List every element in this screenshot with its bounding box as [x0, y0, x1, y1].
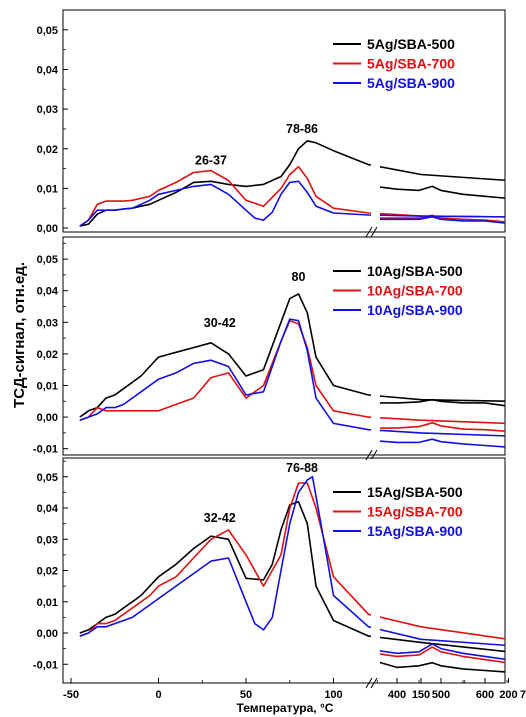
y-tick-label: -0,01 — [33, 444, 58, 456]
axis-break-gap — [371, 238, 380, 454]
peak-annotation: 32-42 — [204, 511, 236, 525]
legend-label: 5Ag/SBA-900 — [367, 75, 455, 91]
y-tick-label: 0,04 — [37, 64, 59, 76]
series-line-high — [374, 643, 505, 661]
chart-panels: 0,00 0,01 0,02 0,03 0,04 0,05 26-37 78-86 5Ag/SB… — [33, 9, 506, 689]
peak-annotation: 76-88 — [286, 461, 318, 475]
peak-annotation: 80 — [292, 270, 306, 284]
y-tick-label: 0,05 — [37, 25, 58, 37]
series-line-low — [79, 293, 505, 418]
x-tick-label: 50 — [240, 689, 252, 701]
series-line-low — [79, 165, 505, 227]
y-tick-label: 0,05 — [37, 254, 58, 266]
y-axis-label: ТСД-сигнал, отн.ед. — [11, 262, 28, 408]
axis-break-gap — [371, 459, 380, 682]
legend-label: 15Ag/SBA-500 — [367, 484, 463, 500]
series-line-high — [374, 185, 505, 199]
legend-label: 15Ag/SBA-900 — [367, 523, 463, 539]
series-line-high — [375, 422, 505, 432]
y-tick-label: 0,02 — [37, 144, 58, 156]
series-line-low — [79, 319, 505, 425]
legend-label: 10Ag/SBA-900 — [367, 302, 463, 318]
series-line-low — [79, 476, 505, 647]
legend-label: 10Ag/SBA-700 — [367, 283, 463, 299]
peak-annotation: 26-37 — [195, 154, 227, 168]
x-axis-label: Температура, °C — [237, 701, 334, 715]
x-tick-label: 500 — [432, 689, 450, 701]
legend: 5Ag/SBA-500 5Ag/SBA-700 5Ag/SBA-900 — [333, 36, 455, 91]
panel-3: -0,01 0,00 0,01 0,02 0,03 0,04 0,05 32-42 76-88 1… — [33, 457, 506, 689]
series-line-low — [79, 482, 505, 640]
series-line-low — [79, 501, 505, 653]
series-line-high — [375, 216, 505, 224]
x-tick-label: 400 — [388, 689, 406, 701]
series-line-high — [374, 438, 505, 448]
y-tick-label: 0,03 — [37, 534, 58, 546]
x-tick-label: 700 — [520, 689, 526, 701]
x-tick-label: -50 — [63, 689, 79, 701]
series-line-low — [79, 140, 505, 227]
x-tick-label: 100 — [324, 689, 342, 701]
y-tick-label: 0,02 — [37, 349, 58, 361]
y-tick-label: 0,00 — [37, 628, 58, 640]
y-tick-label: 0,00 — [37, 412, 58, 424]
legend-label: 5Ag/SBA-700 — [367, 56, 455, 72]
legend-label: 5Ag/SBA-500 — [367, 36, 455, 52]
series-line-high — [374, 646, 505, 664]
series-group — [79, 476, 505, 673]
series-line-high — [374, 660, 505, 673]
series-line-low — [79, 180, 505, 227]
y-tick-label: 0,01 — [37, 183, 58, 195]
peak-annotation: 30-42 — [204, 316, 236, 330]
panel-frame — [62, 236, 506, 456]
y-tick-label: 0,03 — [37, 317, 58, 329]
y-tick-label: 0,04 — [37, 503, 59, 515]
y-tick-label: 0,01 — [37, 380, 58, 392]
x-tick-label: 600 — [476, 689, 494, 701]
legend-label: 15Ag/SBA-700 — [367, 504, 463, 520]
series-line-low — [79, 318, 505, 437]
panel-1: 0,00 0,01 0,02 0,03 0,04 0,05 26-37 78-86 5Ag/SB… — [37, 9, 506, 238]
y-tick-label: 0,05 — [37, 472, 58, 484]
x-tick-label: 150 — [412, 689, 430, 701]
peak-annotation: 78-86 — [286, 122, 318, 136]
series-line-high — [375, 214, 505, 223]
x-tick-label: 200 — [499, 689, 517, 701]
panel-2: -0,01 0,00 0,01 0,02 0,03 0,04 0,05 30-42 80 10Ag… — [33, 236, 506, 461]
legend: 10Ag/SBA-500 10Ag/SBA-700 10Ag/SBA-900 — [333, 263, 463, 318]
panel-frame — [62, 9, 506, 233]
x-axis: -50050100150200250400500600700 — [63, 678, 526, 701]
y-tick-label: 0,02 — [37, 566, 58, 578]
series-group — [79, 140, 505, 227]
legend-label: 10Ag/SBA-500 — [367, 263, 463, 279]
axis-break-gap — [371, 11, 380, 231]
axis-break-marks — [365, 677, 378, 689]
series-line-high — [375, 398, 505, 407]
y-tick-label: 0,04 — [37, 286, 59, 298]
series-group — [79, 293, 505, 448]
y-tick-label: 0,01 — [37, 597, 58, 609]
y-tick-label: 0,00 — [37, 223, 58, 235]
axis-break-marks — [365, 226, 378, 238]
x-tick-label: 0 — [155, 689, 161, 701]
legend: 15Ag/SBA-500 15Ag/SBA-700 15Ag/SBA-900 — [333, 484, 463, 539]
y-tick-label: 0,03 — [37, 104, 58, 116]
y-tick-label: -0,01 — [33, 659, 58, 671]
